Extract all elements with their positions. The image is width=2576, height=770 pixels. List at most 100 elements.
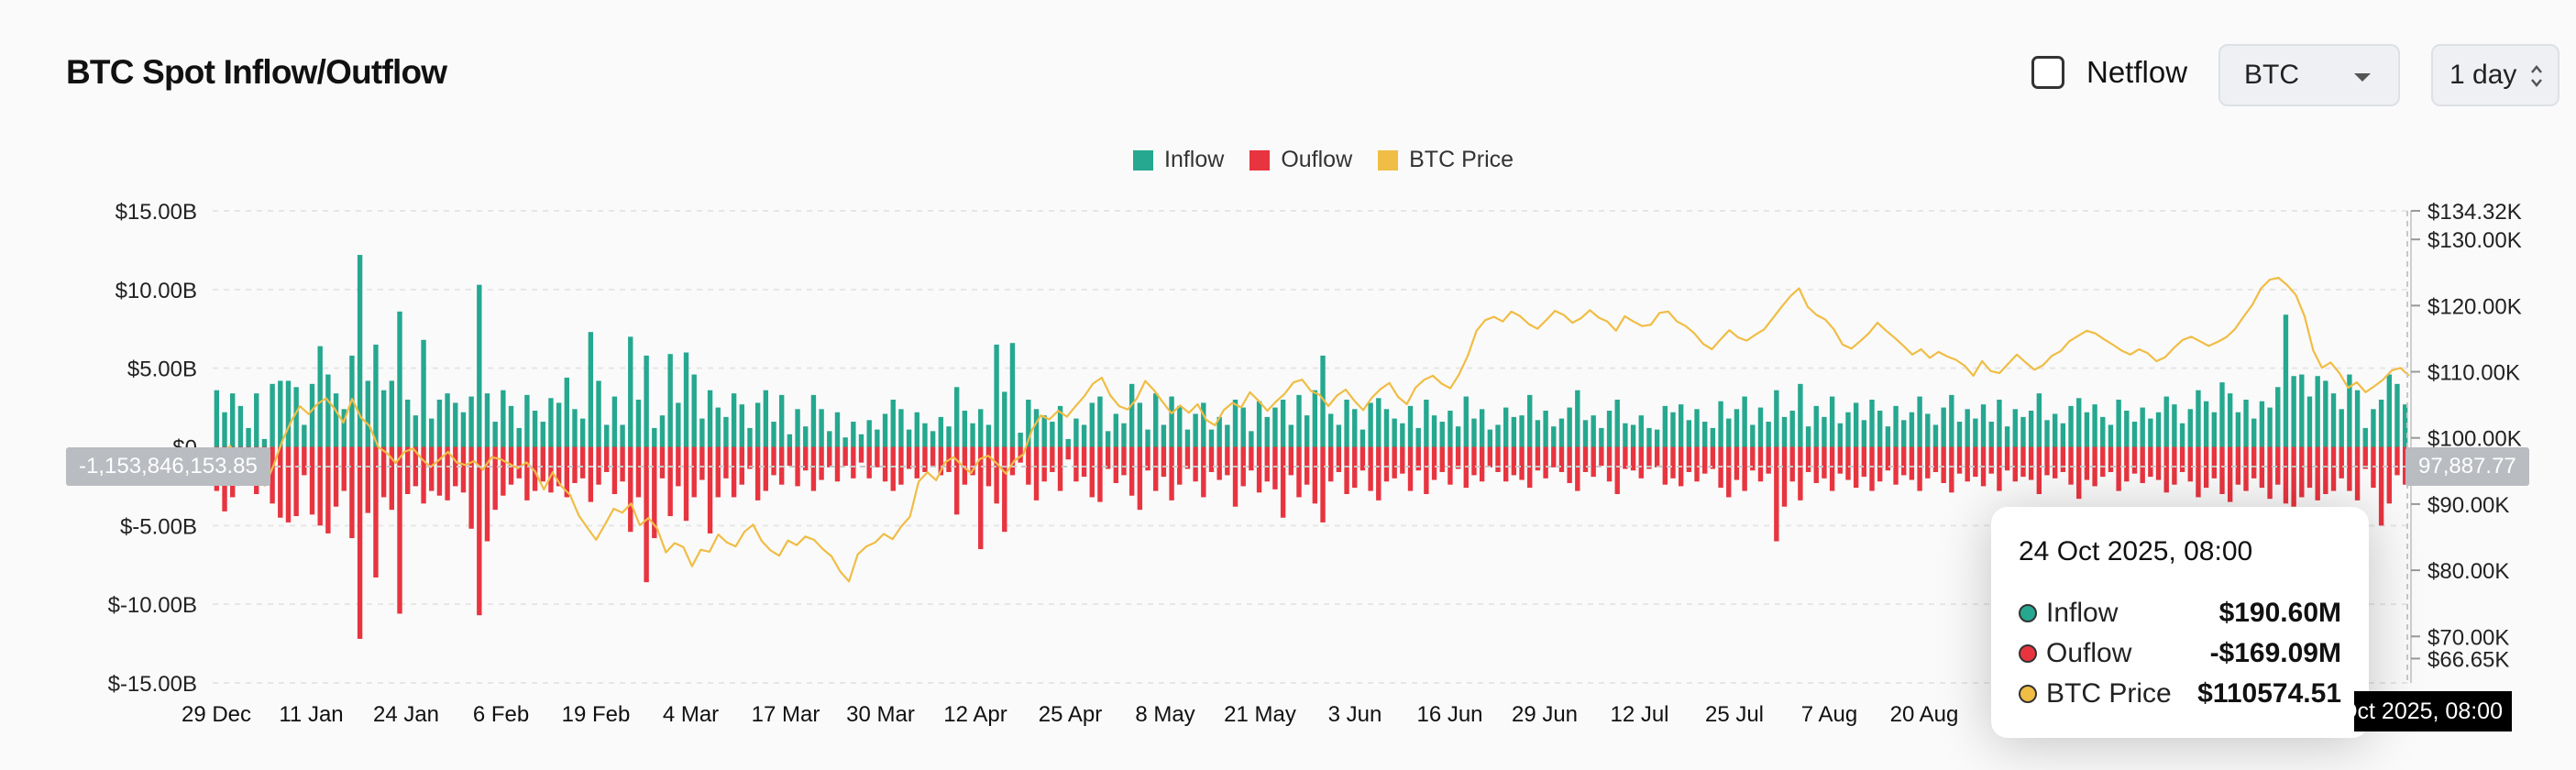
inflow-bar bbox=[1026, 400, 1031, 447]
inflow-bar bbox=[246, 427, 251, 447]
inflow-bar bbox=[285, 380, 292, 447]
inflow-bar bbox=[1781, 416, 1788, 447]
outflow-bar bbox=[620, 446, 625, 482]
tooltip-label: Ouflow bbox=[2046, 638, 2132, 668]
inflow-bar bbox=[373, 344, 379, 447]
interval-select[interactable]: 1 day bbox=[2431, 44, 2559, 106]
y-left-tick-label: $10.00B bbox=[116, 279, 197, 303]
outflow-bar bbox=[1033, 446, 1040, 500]
outflow-bar bbox=[1988, 446, 1994, 474]
inflow-bar bbox=[2315, 376, 2320, 447]
y-right-tick-label: $90.00K bbox=[2427, 493, 2509, 518]
outflow-bar bbox=[1280, 446, 1286, 518]
outflow-bar bbox=[365, 446, 370, 513]
outflow-bar bbox=[2020, 446, 2026, 478]
outflow-bar bbox=[715, 446, 721, 498]
outflow-bar bbox=[1431, 446, 1437, 480]
outflow-bar bbox=[1503, 446, 1509, 482]
outflow-bar bbox=[1169, 446, 1174, 500]
outflow-bar bbox=[1153, 446, 1159, 491]
inflow-bar bbox=[270, 383, 275, 447]
inflow-bar bbox=[1033, 409, 1040, 447]
outflow-bar bbox=[978, 446, 984, 550]
inflow-bar bbox=[1216, 416, 1222, 447]
outflow-bar bbox=[1965, 446, 1970, 482]
btc-price-line bbox=[212, 276, 2410, 583]
inflow-bar bbox=[691, 374, 697, 447]
netflow-toggle[interactable]: Netflow bbox=[2031, 55, 2187, 90]
inflow-bar bbox=[2354, 390, 2361, 447]
outflow-bar bbox=[1089, 446, 1095, 498]
outflow-bar bbox=[532, 446, 538, 491]
outflow-bar bbox=[2179, 446, 2185, 472]
crosshair-left-value: -1,153,846,153.85 bbox=[66, 447, 270, 486]
tooltip-dot-inflow bbox=[2019, 604, 2037, 622]
x-tick-label: 24 Jan bbox=[373, 702, 439, 727]
legend-item-inflow[interactable]: Inflow bbox=[1133, 147, 1224, 173]
inflow-bar bbox=[1431, 415, 1437, 447]
legend-item-outflow[interactable]: Ouflow bbox=[1249, 147, 1352, 173]
outflow-bar bbox=[1296, 446, 1302, 498]
coin-select-value: BTC bbox=[2244, 60, 2299, 90]
outflow-bar bbox=[413, 446, 419, 487]
outflow-bar bbox=[1336, 446, 1342, 472]
inflow-bar bbox=[1097, 396, 1103, 447]
inflow-bar bbox=[2020, 416, 2026, 447]
inflow-bar bbox=[1121, 423, 1127, 447]
outflow-bar bbox=[1575, 446, 1580, 491]
outflow-bar bbox=[803, 446, 809, 471]
inflow-bar bbox=[914, 412, 919, 447]
inflow-bar bbox=[1352, 409, 1358, 447]
outflow-bar bbox=[1614, 446, 1620, 494]
inflow-bar bbox=[1558, 418, 1565, 447]
outflow-bar bbox=[309, 446, 315, 515]
outflow-bar bbox=[1328, 446, 1334, 482]
outflow-bar bbox=[1121, 446, 1127, 476]
outflow-bar bbox=[2354, 446, 2361, 500]
inflow-bar bbox=[293, 387, 299, 447]
outflow-bar bbox=[572, 446, 578, 483]
inflow-bar bbox=[676, 402, 681, 447]
outflow-bar bbox=[453, 446, 458, 487]
coin-select[interactable]: BTC bbox=[2218, 44, 2400, 106]
page-title: BTC Spot Inflow/Outflow bbox=[66, 53, 447, 91]
outflow-bar bbox=[1551, 446, 1557, 468]
netflow-checkbox[interactable] bbox=[2031, 56, 2064, 89]
inflow-bar bbox=[548, 398, 554, 447]
legend-item-price[interactable]: BTC Price bbox=[1378, 147, 1514, 173]
outflow-bar bbox=[1606, 446, 1613, 482]
outflow-bar bbox=[1654, 446, 1660, 468]
inflow-bar bbox=[1288, 424, 1294, 447]
inflow-bar bbox=[1511, 416, 1517, 447]
inflow-bar bbox=[2100, 416, 2106, 447]
tooltip-date: 24 Oct 2025, 08:00 bbox=[2019, 536, 2253, 566]
y-left-tick-label: $-15.00B bbox=[108, 672, 197, 697]
x-tick-label: 11 Jan bbox=[279, 702, 343, 727]
inflow-bar bbox=[1128, 383, 1135, 447]
inflow-bar bbox=[715, 407, 721, 447]
inflow-bar bbox=[1002, 391, 1007, 447]
outflow-bar bbox=[389, 446, 395, 511]
inflow-bar bbox=[2227, 393, 2233, 447]
outflow-bar bbox=[588, 446, 594, 502]
outflow-bar bbox=[1407, 446, 1414, 491]
outflow-bar bbox=[707, 446, 713, 534]
tooltip-value: -$169.09M bbox=[2209, 638, 2341, 668]
inflow-bar bbox=[611, 396, 618, 447]
outflow-bar bbox=[644, 446, 649, 583]
inflow-bar bbox=[1710, 427, 1716, 447]
inflow-bar bbox=[1368, 402, 1373, 447]
inflow-bar bbox=[1662, 405, 1668, 447]
outflow-bar bbox=[579, 446, 586, 478]
x-tick-label: 29 Dec bbox=[182, 702, 251, 727]
inflow-bar bbox=[2155, 412, 2162, 447]
inflow-bar bbox=[1766, 422, 1771, 447]
outflow-bar bbox=[2044, 446, 2050, 476]
outflow-bar bbox=[1630, 446, 1636, 471]
outflow-bar bbox=[436, 446, 443, 496]
inflow-bar bbox=[214, 390, 220, 447]
outflow-bar bbox=[2124, 446, 2130, 482]
inflow-bar bbox=[1694, 409, 1700, 447]
inflow-bar bbox=[1606, 411, 1613, 447]
